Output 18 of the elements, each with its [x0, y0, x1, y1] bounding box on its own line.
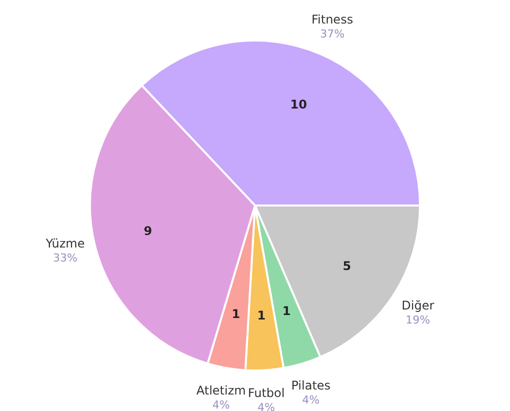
text: 4%: [302, 393, 320, 406]
data-label: 5: [342, 258, 352, 273]
data-label: 9: [144, 224, 152, 238]
slice-label: Fitness: [312, 12, 354, 26]
text: 33%: [53, 251, 78, 264]
slice-label: Pilates: [291, 378, 331, 392]
data-label: 10: [290, 98, 307, 112]
slice-label: Futbol: [248, 386, 285, 400]
slice-label: Atletizm: [196, 384, 246, 398]
slice-label: Diğer: [402, 298, 434, 313]
text: 37%: [320, 27, 345, 40]
data-label: 1: [282, 304, 291, 318]
data-label: 1: [257, 308, 266, 322]
data-label: 1: [232, 306, 240, 321]
slice-label: Yüzme: [44, 236, 85, 250]
text: 4%: [212, 398, 230, 411]
text: 4%: [258, 401, 276, 411]
text: 19%: [406, 314, 430, 327]
